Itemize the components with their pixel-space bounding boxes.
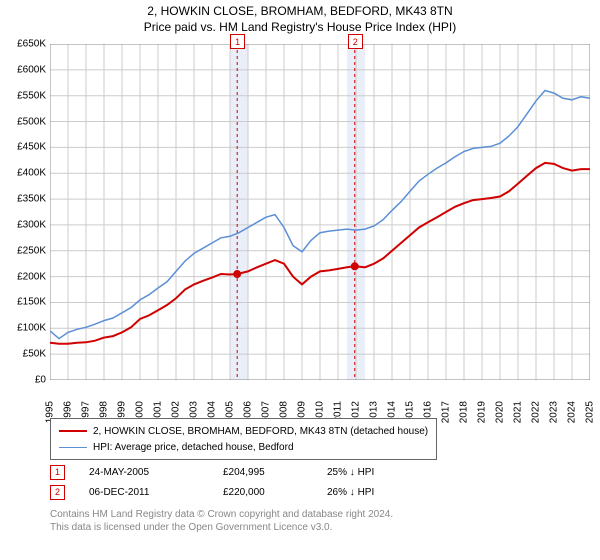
chart-titles: 2, HOWKIN CLOSE, BROMHAM, BEDFORD, MK43 … xyxy=(0,0,600,34)
sale-marker-price: £204,995 xyxy=(223,467,303,478)
legend-label: 2, HOWKIN CLOSE, BROMHAM, BEDFORD, MK43 … xyxy=(93,426,428,437)
y-axis-label: £0 xyxy=(2,375,46,386)
sale-marker-row: 2 06-DEC-2011 £220,000 26% ↓ HPI xyxy=(50,482,437,502)
y-axis-label: £50K xyxy=(2,349,46,360)
sale-marker-number: 1 xyxy=(50,465,65,480)
y-axis-label: £100K xyxy=(2,323,46,334)
x-axis-label: 2018 xyxy=(459,401,470,423)
legend-item: 2, HOWKIN CLOSE, BROMHAM, BEDFORD, MK43 … xyxy=(59,423,428,439)
y-axis-label: £250K xyxy=(2,245,46,256)
x-axis-label: 2020 xyxy=(495,401,506,423)
legend-label: HPI: Average price, detached house, Bedf… xyxy=(93,442,294,453)
x-axis-label: 2022 xyxy=(531,401,542,423)
x-axis-label: 2021 xyxy=(513,401,524,423)
title-address: 2, HOWKIN CLOSE, BROMHAM, BEDFORD, MK43 … xyxy=(0,4,600,18)
x-axis-label: 2017 xyxy=(441,401,452,423)
sale-marker-date: 06-DEC-2011 xyxy=(89,487,199,498)
y-axis-label: £500K xyxy=(2,116,46,127)
y-axis-label: £200K xyxy=(2,271,46,282)
sale-marker-price: £220,000 xyxy=(223,487,303,498)
chart-flag-marker: 2 xyxy=(348,34,363,49)
chart-area: £0£50K£100K£150K£200K£250K£300K£350K£400… xyxy=(50,44,590,380)
x-axis-label: 2025 xyxy=(585,401,596,423)
legend-box: 2, HOWKIN CLOSE, BROMHAM, BEDFORD, MK43 … xyxy=(50,418,437,460)
sale-markers-table: 1 24-MAY-2005 £204,995 25% ↓ HPI 2 06-DEC-201… xyxy=(50,462,437,502)
sale-marker-row: 1 24-MAY-2005 £204,995 25% ↓ HPI xyxy=(50,462,437,482)
sale-marker-pct: 26% ↓ HPI xyxy=(327,487,437,498)
y-axis-label: £150K xyxy=(2,297,46,308)
x-axis-label: 2023 xyxy=(549,401,560,423)
y-axis-label: £650K xyxy=(2,39,46,50)
legend-item: HPI: Average price, detached house, Bedf… xyxy=(59,439,428,455)
legend-swatch xyxy=(59,447,87,448)
title-subtitle: Price paid vs. HM Land Registry's House … xyxy=(0,20,600,34)
x-axis-label: 2019 xyxy=(477,401,488,423)
y-axis-label: £350K xyxy=(2,194,46,205)
sale-marker-pct: 25% ↓ HPI xyxy=(327,467,437,478)
attribution-text: Contains HM Land Registry data © Crown c… xyxy=(50,508,393,534)
x-axis-label: 2024 xyxy=(567,401,578,423)
attribution-line2: This data is licensed under the Open Gov… xyxy=(50,521,393,534)
line-chart-svg xyxy=(50,44,590,380)
chart-flag-marker: 1 xyxy=(230,34,245,49)
y-axis-label: £600K xyxy=(2,64,46,75)
legend-swatch xyxy=(59,430,87,432)
sale-marker-date: 24-MAY-2005 xyxy=(89,467,199,478)
y-axis-label: £450K xyxy=(2,142,46,153)
y-axis-label: £550K xyxy=(2,90,46,101)
attribution-line1: Contains HM Land Registry data © Crown c… xyxy=(50,508,393,521)
chart-container: 2, HOWKIN CLOSE, BROMHAM, BEDFORD, MK43 … xyxy=(0,0,600,560)
y-axis-label: £400K xyxy=(2,168,46,179)
sale-marker-number: 2 xyxy=(50,485,65,500)
y-axis-label: £300K xyxy=(2,219,46,230)
